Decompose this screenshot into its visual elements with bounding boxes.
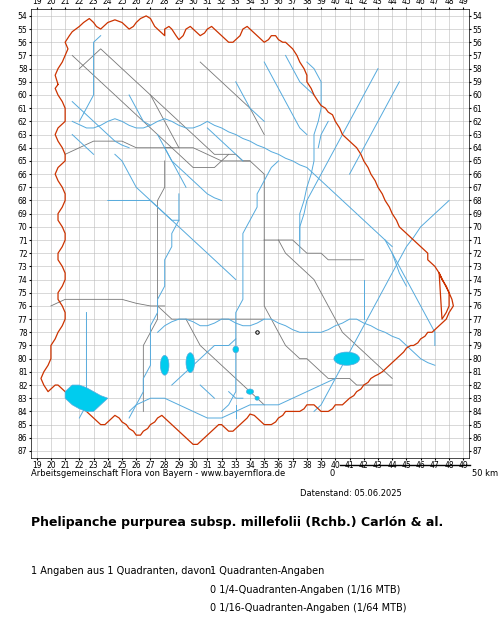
Text: 0 1/4-Quadranten-Angaben (1/16 MTB): 0 1/4-Quadranten-Angaben (1/16 MTB) (210, 585, 400, 595)
Text: Phelipanche purpurea subsp. millefolii (Rchb.) Carlón & al.: Phelipanche purpurea subsp. millefolii (… (31, 516, 444, 529)
Ellipse shape (233, 346, 238, 353)
Text: Arbeitsgemeinschaft Flora von Bayern - www.bayernflora.de: Arbeitsgemeinschaft Flora von Bayern - w… (31, 469, 285, 478)
Text: 50 km: 50 km (472, 469, 498, 478)
Text: 0: 0 (330, 469, 335, 478)
Ellipse shape (255, 396, 259, 400)
Polygon shape (65, 385, 108, 412)
Ellipse shape (246, 389, 254, 394)
Ellipse shape (160, 355, 169, 375)
Text: 0 1/16-Quadranten-Angaben (1/64 MTB): 0 1/16-Quadranten-Angaben (1/64 MTB) (210, 603, 406, 613)
Text: 1 Angaben aus 1 Quadranten, davon:: 1 Angaben aus 1 Quadranten, davon: (31, 566, 214, 576)
Ellipse shape (334, 352, 359, 365)
Text: Datenstand: 05.06.2025: Datenstand: 05.06.2025 (300, 489, 402, 498)
Text: 1 Quadranten-Angaben: 1 Quadranten-Angaben (210, 566, 324, 576)
Ellipse shape (186, 353, 194, 373)
